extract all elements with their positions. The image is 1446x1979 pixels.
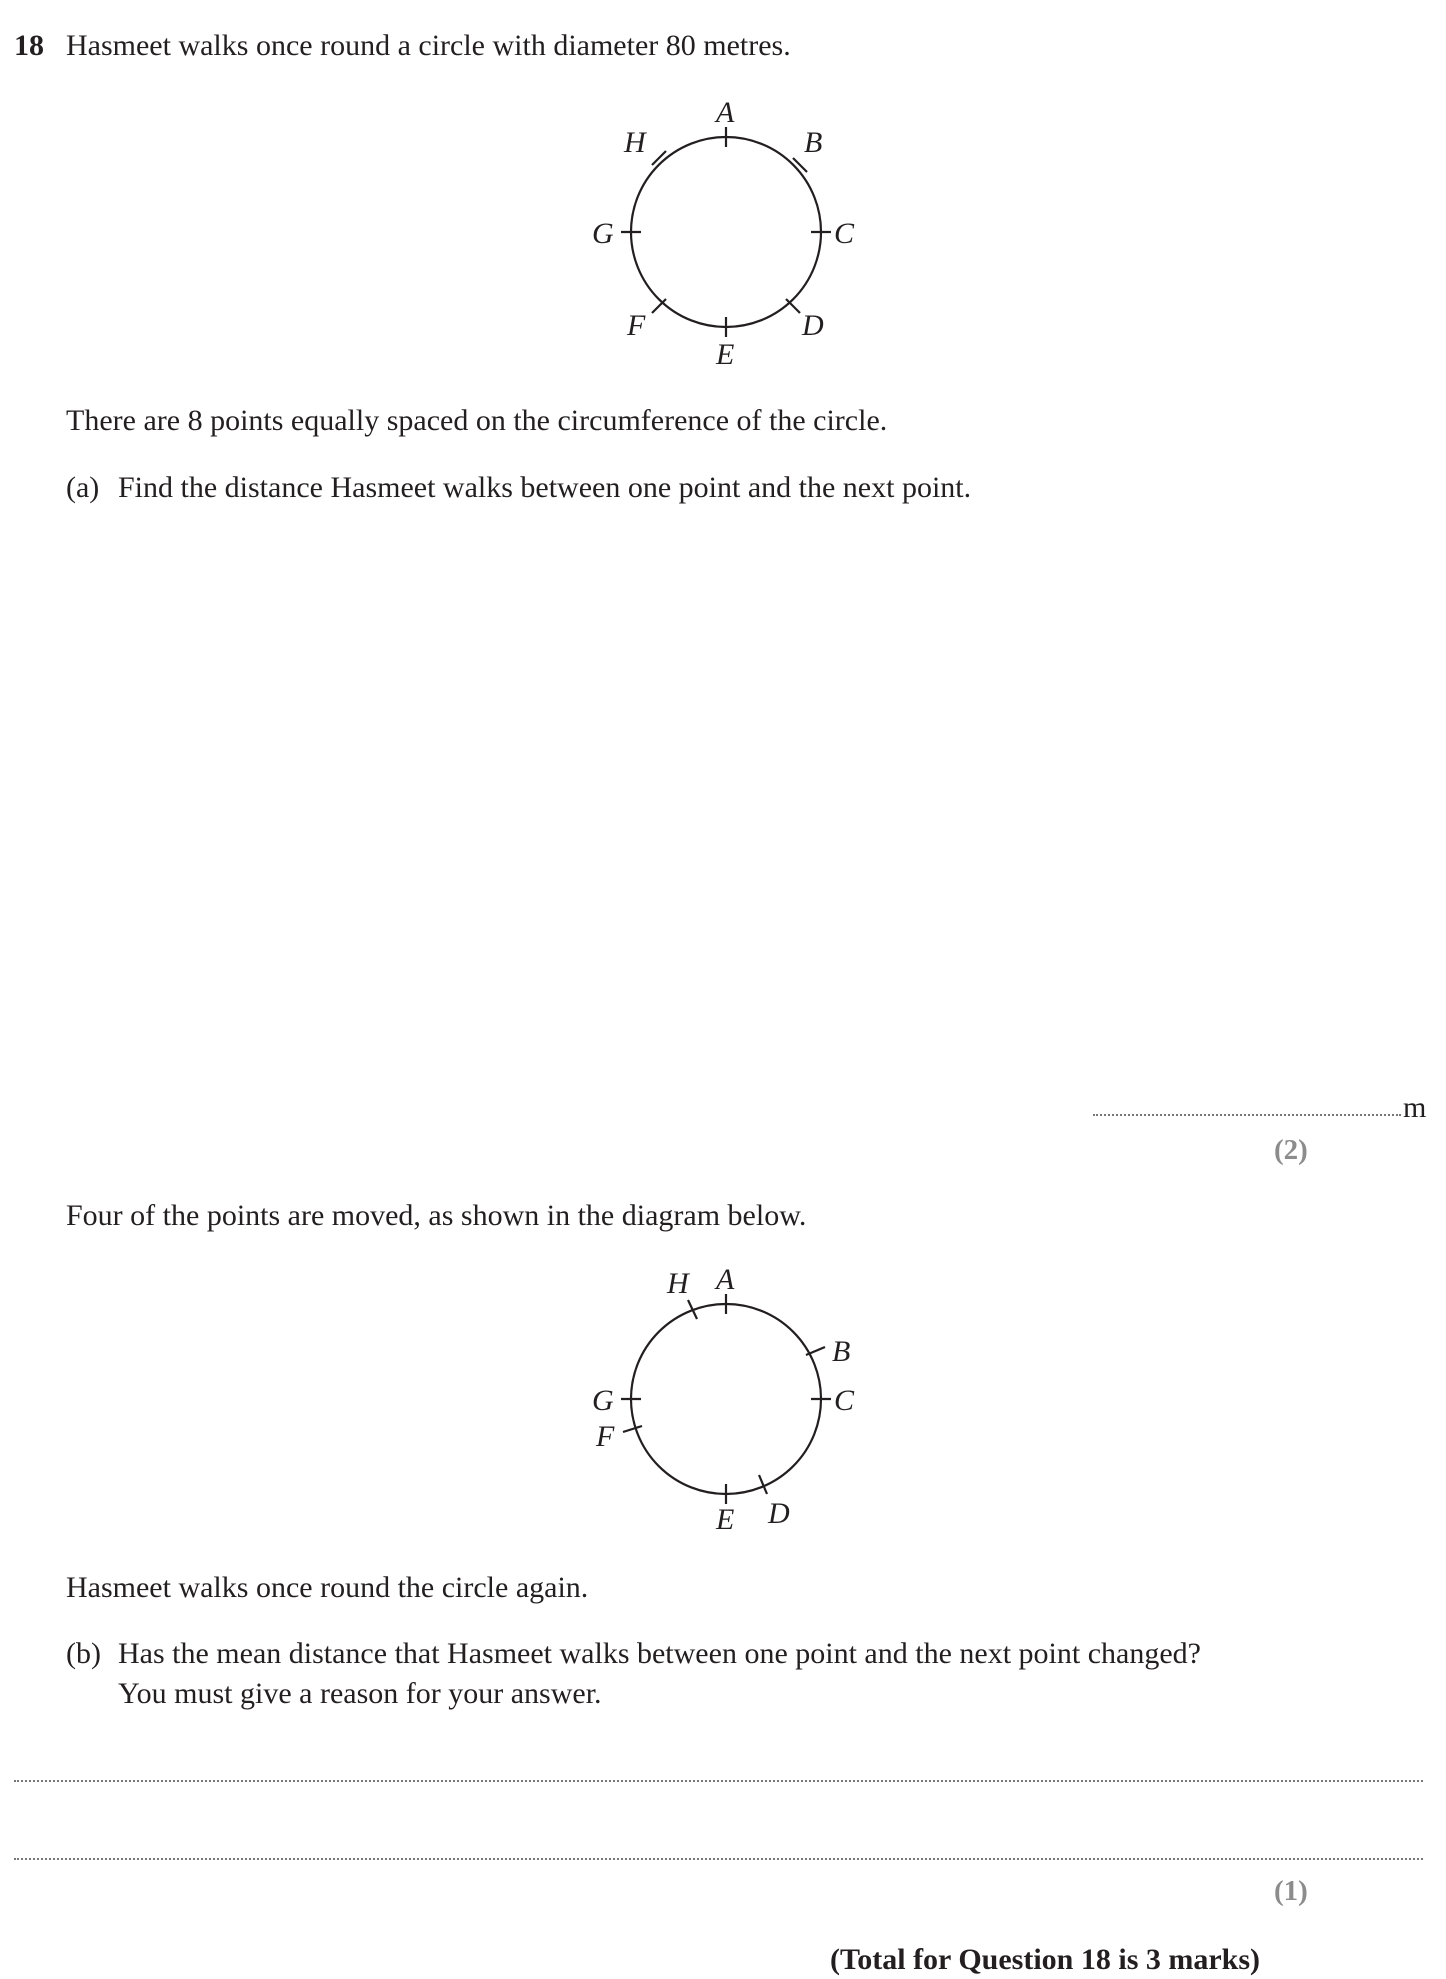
point-label-h-2: H [666, 1267, 691, 1300]
question-number: 18 [14, 29, 44, 62]
circle-outline-2 [629, 1302, 823, 1496]
part-a-label: (a) [66, 471, 100, 504]
point-label-b-2: B [832, 1335, 850, 1368]
answer-unit: m [1403, 1091, 1427, 1124]
point-label-d: D [801, 309, 824, 342]
tick-f [651, 298, 667, 314]
marks-part-b: (1) [1274, 1875, 1308, 1907]
tick-h-2 [687, 1299, 698, 1320]
point-label-g-2: G [592, 1384, 614, 1417]
question-total: (Total for Question 18 is 3 marks) [830, 1943, 1261, 1976]
point-label-d-2: D [767, 1497, 790, 1530]
marks-part-a: (2) [1274, 1134, 1308, 1166]
tick-d-2 [757, 1474, 769, 1495]
tick-d [785, 298, 801, 314]
answer-line-a[interactable] [1093, 1114, 1401, 1116]
tick-b-2 [805, 1345, 826, 1357]
point-label-a-2: A [714, 1263, 735, 1296]
point-label-h: H [623, 126, 648, 159]
answer-line-b1[interactable] [14, 1780, 1423, 1782]
point-label-g: G [592, 217, 614, 250]
point-label-b: B [804, 126, 822, 159]
point-label-a: A [714, 96, 735, 129]
part-b-question-line2: You must give a reason for your answer. [118, 1677, 602, 1710]
part-b-question-line1: Has the mean distance that Hasmeet walks… [118, 1637, 1201, 1670]
points-info: There are 8 points equally spaced on the… [66, 404, 888, 437]
moved-info: Four of the points are moved, as shown i… [66, 1199, 807, 1232]
tick-b [792, 157, 808, 173]
point-label-e: E [715, 338, 734, 371]
point-label-f-2: F [595, 1420, 615, 1453]
answer-line-b2[interactable] [14, 1858, 1423, 1860]
point-label-f: F [626, 309, 646, 342]
part-b-label: (b) [66, 1637, 101, 1670]
walk-again: Hasmeet walks once round the circle agai… [66, 1571, 589, 1604]
part-a-question: Find the distance Hasmeet walks between … [118, 471, 972, 504]
point-label-c-2: C [834, 1384, 855, 1417]
tick-h [651, 150, 667, 166]
point-label-c: C [834, 217, 855, 250]
question-intro: Hasmeet walks once round a circle with d… [66, 29, 791, 62]
point-label-e-2: E [715, 1503, 734, 1536]
tick-f-2 [622, 1424, 643, 1434]
